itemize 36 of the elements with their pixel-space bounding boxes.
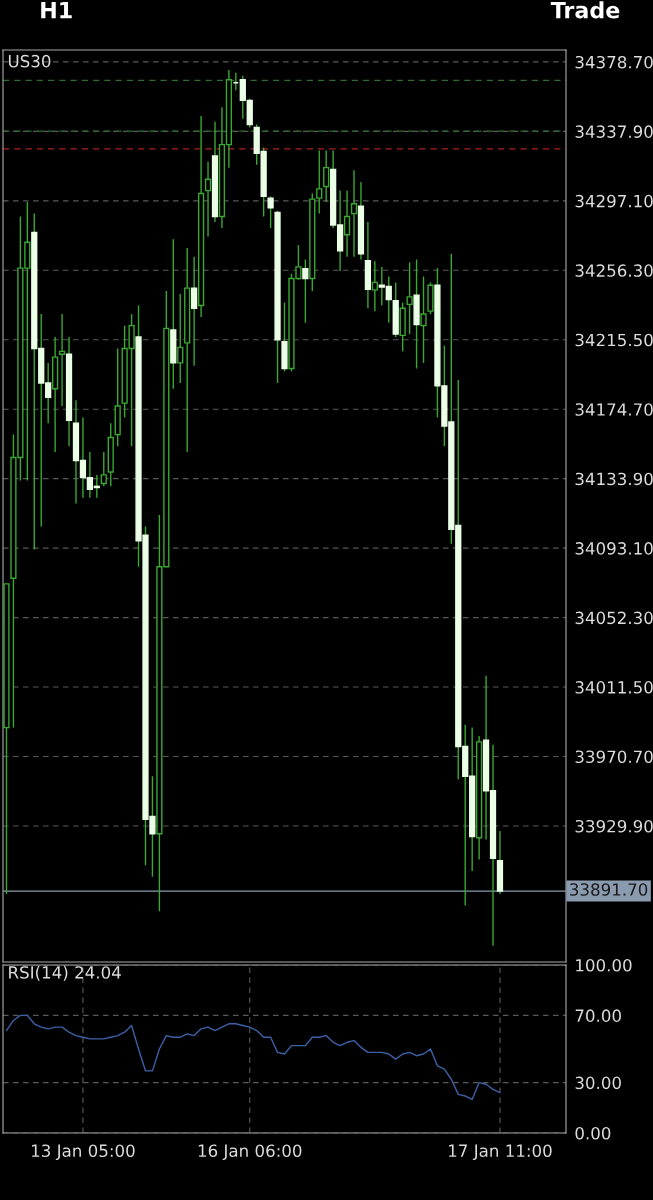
text: H1 xyxy=(41,1,72,19)
y-tick-label: 33970.70 xyxy=(575,750,653,764)
candlestick xyxy=(204,161,212,238)
y-tick-label: 34011.50 xyxy=(575,681,653,694)
y-tick-label: 70.00 xyxy=(575,1009,621,1022)
candlestick xyxy=(267,195,274,229)
candlestick xyxy=(420,275,427,364)
line-series xyxy=(5,1014,501,1101)
y-tick-label: 33929.90 xyxy=(575,819,653,833)
y-tick-label: 0.00 xyxy=(575,1126,611,1140)
text: Trade xyxy=(550,1,620,19)
y-tick-label: 34133.90 xyxy=(575,472,653,486)
candlestick xyxy=(406,261,413,335)
x-tick-label: 13 Jan 05:00 xyxy=(32,1144,135,1161)
ref-line-label: 33891.70 xyxy=(570,883,648,896)
y-tick-label: 34052.30 xyxy=(575,611,653,625)
chart-title: RSI(14) 24.04 xyxy=(9,965,121,981)
chart-title: US30 xyxy=(8,54,51,68)
y-tick-label: 34093.10 xyxy=(575,542,653,555)
candlestick xyxy=(58,313,66,407)
candlestick xyxy=(100,451,107,488)
y-tick-label: 34378.70 xyxy=(575,55,653,69)
x-tick-label: 16 Jan 06:00 xyxy=(198,1144,302,1161)
x-tick-label: 17 Jan 11:00 xyxy=(449,1144,552,1161)
candlestick xyxy=(371,260,378,312)
candlestick xyxy=(343,189,351,258)
candlestick xyxy=(350,169,358,258)
y-tick-label: 34337.90 xyxy=(575,125,653,138)
y-tick-label: 30.00 xyxy=(575,1076,621,1090)
y-tick-label: 34297.10 xyxy=(575,194,653,208)
y-tick-label: 34174.70 xyxy=(575,403,653,416)
y-tick-label: 34215.50 xyxy=(575,333,653,347)
y-tick-label: 34256.30 xyxy=(575,264,653,277)
candlestick xyxy=(177,293,184,384)
candlestick xyxy=(323,149,330,203)
y-tick-label: 100.00 xyxy=(576,958,632,972)
